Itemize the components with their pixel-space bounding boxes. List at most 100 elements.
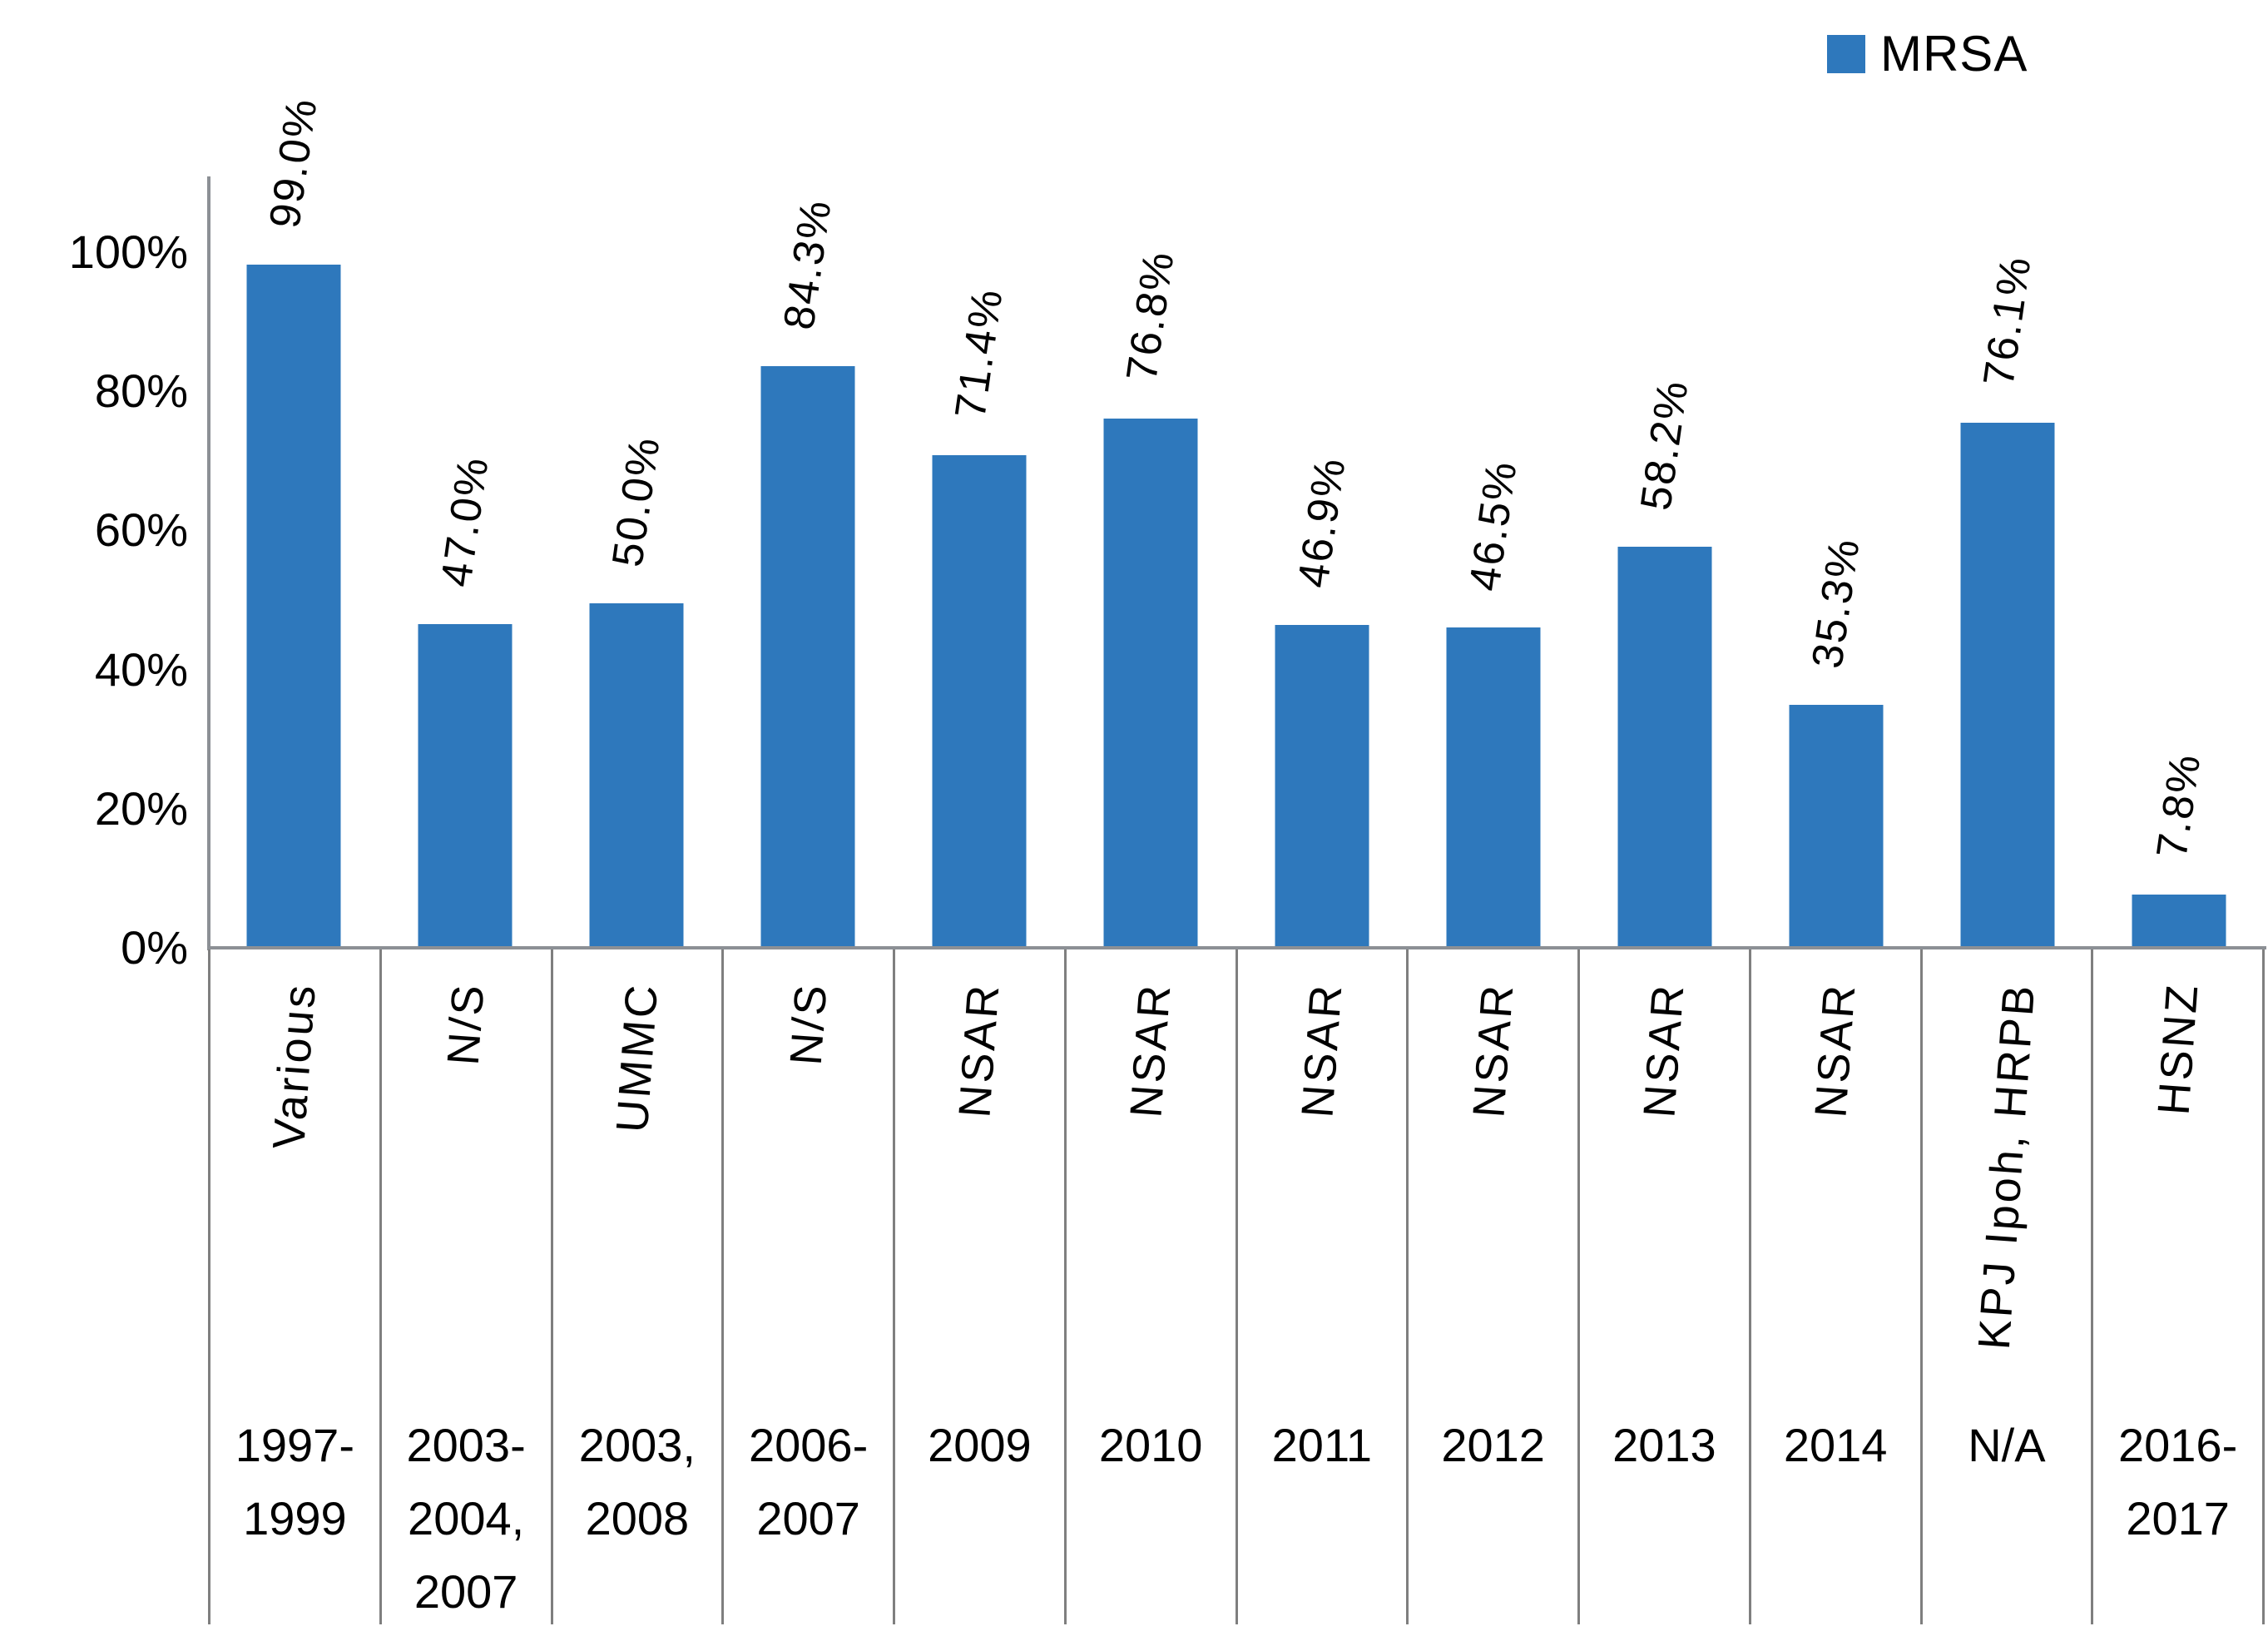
category-period-line: 2010 (1098, 1419, 1203, 1471)
category-source-label: NSAR (1634, 981, 1694, 1119)
x-axis-line (207, 946, 2266, 949)
category-period-label: 2003- 2004, 2007 (382, 1409, 551, 1629)
category-cell: HSNZ 2016- 2017 (2091, 949, 2265, 1624)
bar-value-label: 50.0% (603, 433, 670, 570)
bar-value-label: 71.4% (946, 285, 1013, 422)
bar (1617, 546, 1712, 949)
bar (246, 265, 341, 949)
category-period-line: 2016- (2118, 1419, 2238, 1471)
legend-swatch-mrsa (1827, 34, 1865, 73)
category-period-label: 2011 (1238, 1409, 1407, 1482)
y-tick-label: 100% (68, 226, 188, 278)
bar-value-label: 35.3% (1803, 534, 1869, 672)
y-tick-label: 0% (121, 921, 188, 974)
category-source-label: HSNZ (2148, 981, 2208, 1117)
y-tick-label: 20% (94, 781, 188, 835)
bar (589, 603, 684, 949)
category-cell: UMMC 2003, 2008 (550, 949, 722, 1624)
category-source-label: N/S (438, 981, 494, 1068)
bar-value-label: 58.2% (1632, 376, 1698, 513)
bar-value-label: 46.9% (1289, 454, 1355, 592)
bar-column: 76.1% (1922, 253, 2093, 949)
category-cell: NSAR 2011 (1235, 949, 1407, 1624)
category-period-label: 2013 (1580, 1409, 1749, 1482)
y-tick-label: 60% (94, 503, 188, 557)
category-period-line: 2008 (585, 1492, 690, 1544)
category-source-label: NSAR (1463, 981, 1523, 1119)
category-source-label: NSAR (949, 981, 1009, 1119)
category-cell: NSAR 2014 (1748, 949, 1920, 1624)
category-table: Various 1997- 1999 N/S 2003- 2004, 2007 UMMC 200… (208, 949, 2265, 1624)
category-source-label: Various (264, 981, 326, 1151)
category-period-label: N/A (1923, 1409, 2092, 1482)
category-period-label: 2006- 2007 (724, 1409, 893, 1555)
bar-column: 76.8% (1065, 248, 1236, 949)
category-source-label: UMMC (607, 981, 668, 1134)
category-period-line: 2009 (928, 1419, 1032, 1471)
category-source-label: KPJ Ipoh, HRPB (1968, 981, 2045, 1351)
bar-value-label: 99.0% (260, 94, 327, 231)
bar (1103, 418, 1198, 949)
y-axis-line (207, 176, 210, 950)
bars: 99.0% 47.0% 50.0% 84.3% 71.4% 76.8% 46.9% 46.5%… (208, 95, 2265, 949)
bar (1446, 627, 1541, 949)
category-period-label: 2010 (1067, 1409, 1236, 1482)
bar-column: 71.4% (894, 257, 1065, 949)
category-cell: N/S 2006- 2007 (721, 949, 893, 1624)
category-period-label: 2012 (1409, 1409, 1577, 1482)
category-cell: KPJ Ipoh, HRPB N/A (1919, 949, 2092, 1624)
bar (1275, 624, 1369, 949)
category-source-label: NSAR (1121, 981, 1181, 1119)
category-period-line: 1999 (243, 1492, 347, 1544)
bar-column: 58.2% (1579, 257, 1751, 949)
bar-column: 47.0% (379, 257, 551, 949)
bar-value-label: 84.3% (775, 196, 841, 333)
bar (2132, 895, 2226, 949)
category-source-label: NSAR (1805, 981, 1865, 1119)
bar (1789, 705, 1884, 949)
legend-label-mrsa: MRSA (1880, 26, 2028, 82)
category-period-line: 2014 (1783, 1419, 1888, 1471)
category-period-line: 2004, (408, 1492, 525, 1544)
y-tick-label: 80% (94, 364, 188, 418)
bar-column: 50.0% (551, 257, 722, 949)
category-period-line: 2003- (406, 1419, 526, 1471)
bar-column: 7.8% (2093, 257, 2265, 949)
category-period-line: 2012 (1441, 1419, 1545, 1471)
bar-value-label: 76.8% (1117, 247, 1184, 384)
category-period-label: 2016- 2017 (2093, 1409, 2262, 1555)
category-period-label: 1997- 1999 (210, 1409, 379, 1555)
bar (1960, 423, 2055, 949)
category-cell: NSAR 2010 (1063, 949, 1236, 1624)
category-cell: Various 1997- 1999 (208, 949, 379, 1624)
category-period-line: 2011 (1271, 1419, 1373, 1471)
bar-column: 84.3% (722, 196, 894, 949)
category-period-line: 2006- (749, 1419, 869, 1471)
y-tick-label: 40% (94, 642, 188, 696)
category-cell: NSAR 2012 (1406, 949, 1577, 1624)
category-cell: N/S 2003- 2004, 2007 (379, 949, 551, 1624)
bar (932, 455, 1027, 949)
bar (760, 366, 855, 949)
bar-value-label: 76.1% (1974, 252, 2041, 389)
category-period-line: 2013 (1612, 1419, 1716, 1471)
category-cell: NSAR 2013 (1577, 949, 1749, 1624)
category-period-line: N/A (1968, 1419, 2046, 1471)
category-period-line: 2017 (2126, 1492, 2230, 1544)
bar-column: 46.5% (1408, 257, 1579, 949)
category-period-line: 1997- (235, 1419, 354, 1471)
category-period-line: 2007 (756, 1492, 860, 1544)
category-period-line: 2007 (413, 1565, 518, 1618)
category-period-label: 2009 (895, 1409, 1064, 1482)
bar-value-label: 46.5% (1460, 457, 1527, 594)
legend: MRSA (1827, 25, 2028, 82)
bar-column: 35.3% (1751, 257, 1922, 949)
category-period-label: 2003, 2008 (553, 1409, 722, 1555)
category-cell: NSAR 2009 (893, 949, 1064, 1624)
category-period-label: 2014 (1751, 1409, 1920, 1482)
bar-value-label: 7.8% (2147, 750, 2211, 861)
bar-value-label: 47.0% (432, 454, 498, 591)
bar-column: 46.9% (1236, 257, 1408, 949)
bar-column: 99.0% (208, 95, 379, 949)
